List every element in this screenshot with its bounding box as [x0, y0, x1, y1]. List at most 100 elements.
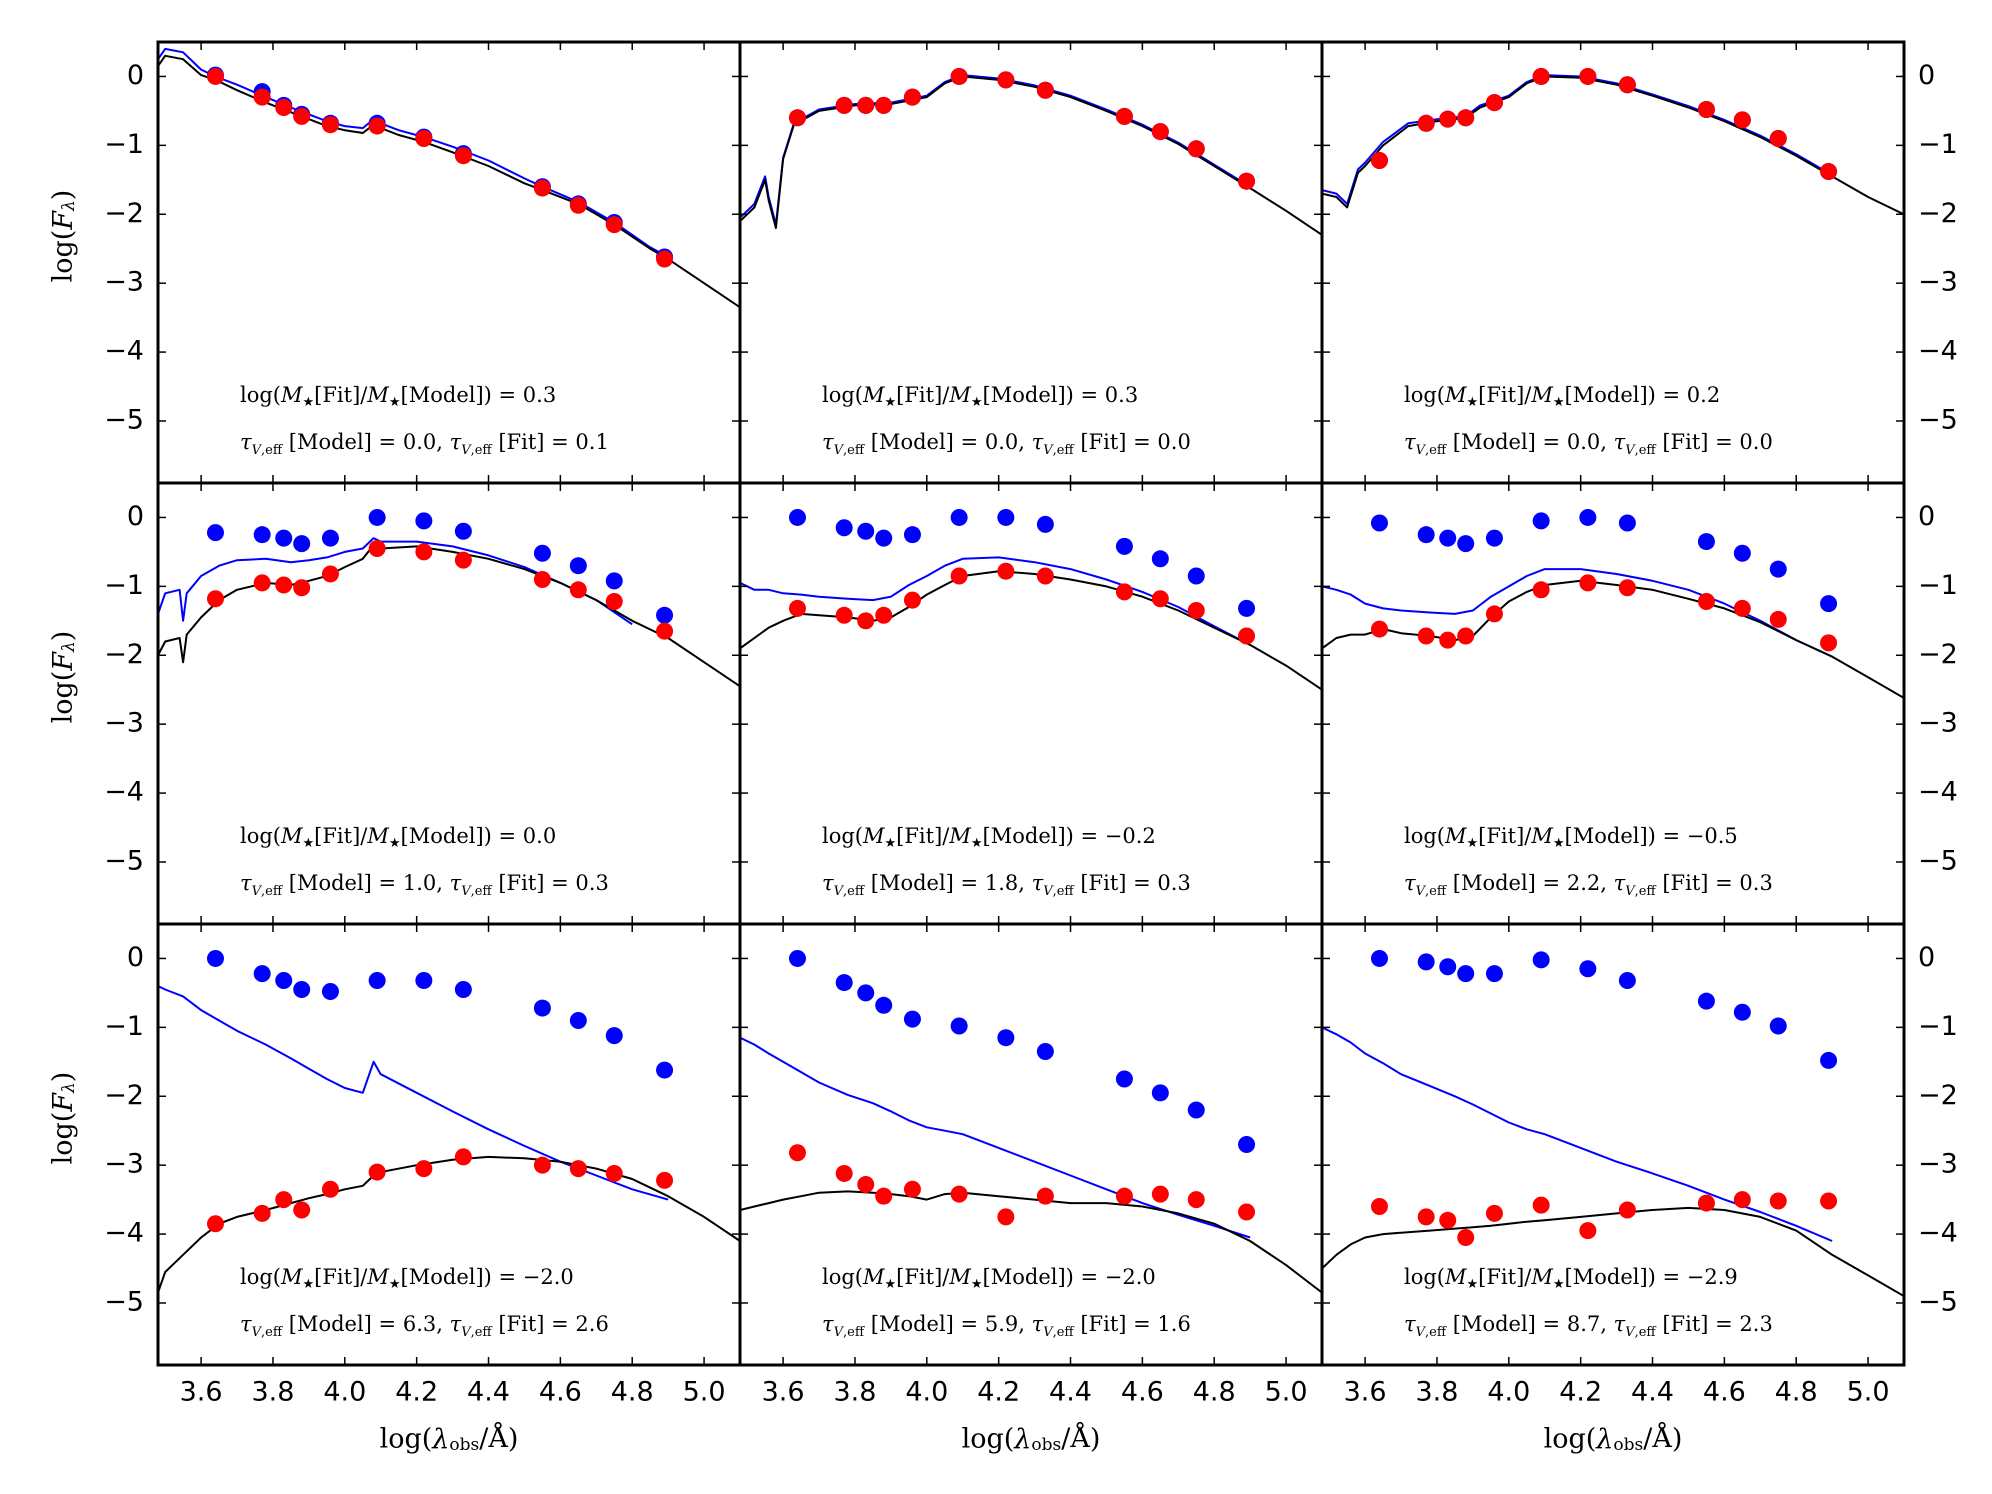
x-axis-label: log(λobs/Å): [962, 1422, 1101, 1455]
mass-ratio-text: log(M★[Fit]/M★[Model]) = −2.0: [240, 1265, 574, 1292]
red-point: [1151, 590, 1169, 608]
x-tick-label: 4.8: [611, 1377, 654, 1408]
fit-sed-line-blue: [740, 556, 1251, 646]
red-point: [206, 1215, 224, 1233]
red-point: [788, 109, 806, 127]
fit-sed-line-blue: [1322, 74, 1833, 205]
y-tick-label: −3: [104, 1149, 144, 1180]
model-sed-line-black: [740, 570, 1322, 691]
plot-area: [740, 949, 1322, 1294]
model-sed-line-black: [1322, 1206, 1904, 1297]
x-tick-label: 4.0: [905, 1377, 948, 1408]
blue-point: [1036, 515, 1054, 533]
red-point: [1457, 627, 1475, 645]
blue-point: [1618, 972, 1636, 990]
tau-fit-value: 0.0: [1739, 430, 1772, 454]
red-point: [569, 581, 587, 599]
blue-point: [605, 1027, 623, 1045]
red-point: [275, 1191, 293, 1209]
panel-frame: [156, 40, 742, 485]
red-point: [415, 1160, 433, 1178]
red-point: [788, 599, 806, 617]
blue-point: [1115, 537, 1133, 555]
panel-r0-c1: log(M★[Fit]/M★[Model]) = 0.3 τV,eff [Mode…: [738, 40, 1324, 485]
tau-fit-value: 1.6: [1157, 1312, 1190, 1336]
y-tick-label: −3: [104, 708, 144, 739]
panel-r0-c0: 0 −1 −2 −3 −4 −5 log(M★[Fit]/M★[Model]) = 0.3 τ…: [104, 40, 742, 485]
mass-ratio-text: log(M★[Fit]/M★[Model]) = −2.9: [1404, 1265, 1738, 1292]
blue-point: [293, 535, 311, 553]
blue-point: [1579, 508, 1597, 526]
tau-fit-value: 0.3: [1739, 871, 1772, 895]
x-tick-label: 3.6: [180, 1377, 223, 1408]
blue-point: [293, 980, 311, 998]
x-tick-label: 4.4: [1049, 1377, 1092, 1408]
red-point: [857, 612, 875, 630]
red-point: [1151, 1185, 1169, 1203]
red-point: [454, 551, 472, 569]
tau-model-value: 8.7: [1567, 1312, 1600, 1336]
x-tick-label: 4.8: [1775, 1377, 1818, 1408]
blue-point: [321, 529, 339, 547]
blue-point: [1457, 965, 1475, 983]
x-tick-label: 4.0: [1487, 1377, 1530, 1408]
blue-point: [368, 508, 386, 526]
panel-frame: [738, 481, 1324, 926]
y-tick-label: −5: [1918, 404, 1958, 435]
red-point: [997, 562, 1015, 580]
blue-point: [1820, 595, 1838, 613]
red-point: [1187, 1191, 1205, 1209]
red-point: [1820, 634, 1838, 652]
red-point: [1370, 152, 1388, 170]
x-tick-label: 5.0: [1265, 1377, 1308, 1408]
blue-point: [605, 572, 623, 590]
blue-point: [1532, 951, 1550, 969]
blue-point: [1417, 526, 1435, 544]
y-tick-label: −5: [104, 1286, 144, 1317]
annotation: log(M★[Fit]/M★[Model]) = 0.2 τV,eff [Mode…: [1404, 383, 1773, 458]
y-tick-label: −4: [104, 1218, 144, 1249]
tau-fit-prefix: , τV,eff [Fit] =: [1018, 430, 1157, 458]
fit-sed-line-blue: [158, 537, 633, 626]
blue-point: [1485, 965, 1503, 983]
plot-area: [740, 67, 1322, 236]
red-point: [415, 129, 433, 147]
panel-r1-c0: 0 −1 −2 −3 −4 −5 log(M★[Fit]/M★[Model]) = 0.0 τ…: [104, 481, 742, 926]
y-tick-label: −3: [1918, 708, 1958, 739]
y-tick-label: −2: [104, 639, 144, 670]
red-point: [1115, 1187, 1133, 1205]
annotation: log(M★[Fit]/M★[Model]) = −2.0 τV,eff [Mod…: [240, 1265, 609, 1340]
red-point: [253, 88, 271, 106]
model-sed-line-black: [740, 1190, 1322, 1294]
y-tick-label: −2: [1918, 198, 1958, 229]
y-tick-label: −4: [1918, 777, 1958, 808]
tau-text: τV,eff [Model] = 2.2, τV,eff [Fit] = 0.3: [1404, 871, 1773, 899]
red-point: [1036, 1187, 1054, 1205]
tau-model-value: 1.0: [403, 871, 436, 895]
red-point: [950, 67, 968, 85]
red-point: [1532, 581, 1550, 599]
red-point: [1733, 111, 1751, 129]
x-tick-label: 4.4: [1631, 1377, 1674, 1408]
red-point: [1457, 109, 1475, 127]
red-point: [1733, 599, 1751, 617]
blue-point: [1115, 1070, 1133, 1088]
red-point: [1820, 1192, 1838, 1210]
blue-point: [533, 544, 551, 562]
red-point: [321, 565, 339, 583]
red-point: [875, 96, 893, 114]
blue-point: [1618, 514, 1636, 532]
red-point: [533, 570, 551, 588]
blue-point: [1417, 953, 1435, 971]
tau-fit-prefix: , τV,eff [Fit] =: [1600, 871, 1739, 899]
tau-model-value: 2.2: [1567, 871, 1600, 895]
mass-ratio-value: = −0.2: [1081, 824, 1156, 848]
blue-point: [368, 972, 386, 990]
tau-fit-value: 0.3: [575, 871, 608, 895]
red-point: [1769, 610, 1787, 628]
red-point: [1151, 123, 1169, 141]
x-tick-label: 3.6: [1344, 1377, 1387, 1408]
blue-point: [788, 949, 806, 967]
mass-ratio-value: = −2.0: [499, 1265, 574, 1289]
blue-point: [997, 508, 1015, 526]
